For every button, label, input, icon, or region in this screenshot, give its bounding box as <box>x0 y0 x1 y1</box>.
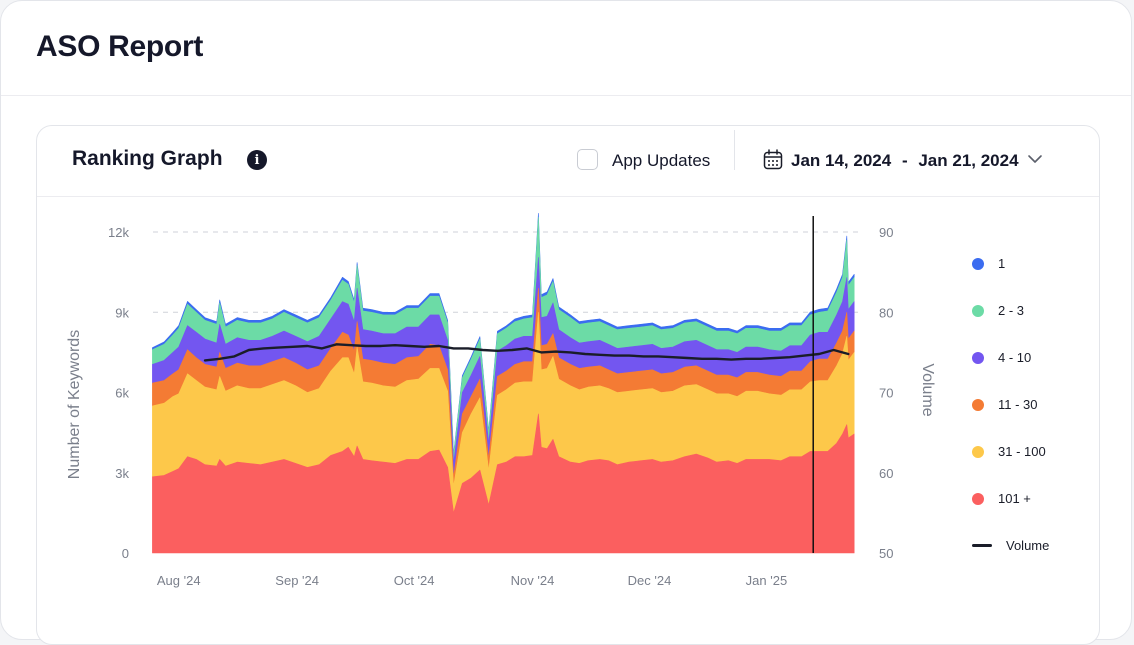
legend-item-1[interactable]: 1 <box>972 256 1005 271</box>
chevron-down-icon[interactable] <box>1027 154 1043 164</box>
y-tick-label: 9k <box>115 305 129 320</box>
calendar-icon[interactable] <box>763 149 783 171</box>
legend-label-31-100: 31 - 100 <box>998 444 1046 459</box>
area-series-101 <box>152 413 855 554</box>
legend-label-4-10: 4 - 10 <box>998 350 1032 365</box>
legend-swatch-1 <box>972 257 984 270</box>
y-tick-label: 12k <box>108 225 129 240</box>
info-icon[interactable]: i <box>247 150 267 170</box>
x-tick-label: Jan '25 <box>746 573 788 588</box>
legend-label-volume: Volume <box>1006 538 1050 553</box>
legend-item-2-3[interactable]: 2 - 3 <box>972 303 1024 318</box>
legend-swatch-volume <box>972 544 992 547</box>
y-tick-label: 0 <box>122 546 129 561</box>
x-tick-label: Oct '24 <box>394 573 435 588</box>
legend-swatch-2-3 <box>972 304 984 317</box>
page-header: ASO Report <box>1 1 1131 96</box>
ranking-graph-card: Ranking Graph i App Updates Jan 14, 2024… <box>36 125 1100 645</box>
y2-tick-label: 60 <box>879 466 893 481</box>
ranking-chart: 12k 9k 6k 3k 0 90 80 70 60 50 Aug '24 Sep '24 Oct '2… <box>66 213 936 588</box>
card-header: Ranking Graph i App Updates Jan 14, 2024… <box>37 126 1099 197</box>
y2-tick-label: 50 <box>879 546 893 561</box>
card-title: Ranking Graph <box>72 147 223 170</box>
legend-item-31-100[interactable]: 31 - 100 <box>972 444 1046 459</box>
y-tick-label: 6k <box>115 386 129 401</box>
legend-swatch-11-30 <box>972 398 984 411</box>
legend-item-101-plus[interactable]: 101 + <box>972 491 1031 506</box>
y-tick-label: 3k <box>115 466 129 481</box>
y-axis-title: Number of Keywords <box>66 330 83 479</box>
date-start: Jan 14, 2024 <box>791 151 892 170</box>
x-tick-label: Sep '24 <box>275 573 319 588</box>
y2-tick-label: 80 <box>879 305 893 320</box>
legend-label-1: 1 <box>998 256 1006 271</box>
legend-label-2-3: 2 - 3 <box>998 303 1025 318</box>
legend-swatch-4-10 <box>972 351 984 364</box>
x-tick-label: Aug '24 <box>157 573 201 588</box>
y2-tick-label: 90 <box>879 225 893 240</box>
app-updates-checkbox[interactable] <box>577 149 598 170</box>
page-title: ASO Report <box>36 30 204 63</box>
x-tick-label: Dec '24 <box>628 573 672 588</box>
app-updates-label[interactable]: App Updates <box>612 151 711 170</box>
legend-label-11-30: 11 - 30 <box>998 397 1038 412</box>
date-separator: - <box>901 151 908 170</box>
legend-item-4-10[interactable]: 4 - 10 <box>972 350 1031 365</box>
y2-axis-title: Volume <box>919 363 936 416</box>
legend-swatch-101-plus <box>972 492 984 505</box>
date-end: Jan 21, 2024 <box>918 151 1019 170</box>
legend-item-11-30[interactable]: 11 - 30 <box>972 397 1038 412</box>
y2-tick-label: 70 <box>879 386 893 401</box>
legend-swatch-31-100 <box>972 445 984 458</box>
date-range-picker[interactable]: Jan 14, 2024 - Jan 21, 2024 <box>791 151 1019 171</box>
header-divider <box>734 130 735 170</box>
legend-label-101-plus: 101 + <box>998 491 1031 506</box>
legend-item-volume[interactable]: Volume <box>972 538 1049 553</box>
x-tick-label: Nov '24 <box>511 573 555 588</box>
volume-line <box>203 343 850 362</box>
